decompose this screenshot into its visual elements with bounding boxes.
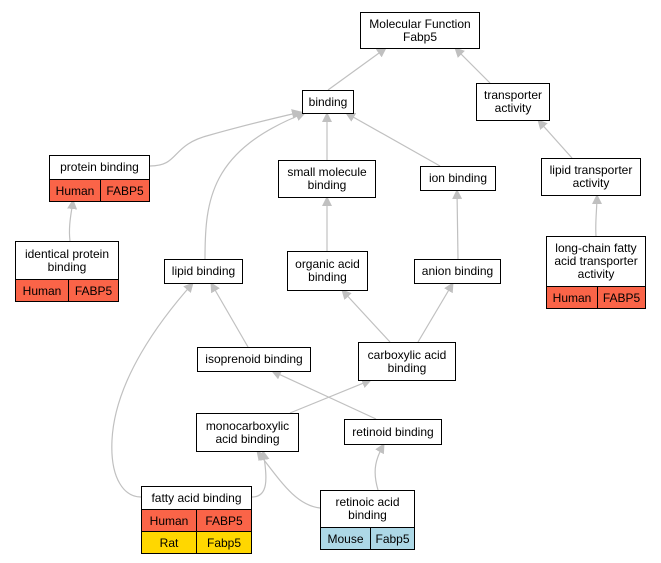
node-label: anion binding xyxy=(421,264,494,278)
node-label: lipid transporter activity xyxy=(549,163,633,190)
edge-transporter-to-mf xyxy=(454,47,491,84)
node-retinoic[interactable]: retinoic acid binding Mouse Fabp5 xyxy=(320,490,415,550)
node-binding[interactable]: binding xyxy=(302,90,354,114)
annotation-row: Human FABP5 xyxy=(547,286,645,308)
node-smallmol[interactable]: small molecule binding xyxy=(278,160,376,198)
node-ion[interactable]: ion binding xyxy=(420,166,496,191)
node-label: small molecule binding xyxy=(287,165,367,192)
node-carboxylic[interactable]: carboxylic acid binding xyxy=(358,342,456,381)
node-lipidtrans[interactable]: lipid transporter activity xyxy=(541,158,641,196)
node-monocarb[interactable]: monocarboxylic acid binding xyxy=(196,413,299,452)
annotation-row: Human FABP5 xyxy=(16,279,118,301)
edge-retinoid-to-isoprenoid xyxy=(271,370,377,420)
edge-carboxylic-to-anion xyxy=(417,282,454,343)
edge-fatty-to-monocarb xyxy=(251,450,270,498)
edge-lipidtrans-to-transporter xyxy=(537,119,573,159)
node-label: identical protein binding xyxy=(24,246,110,274)
node-transporter[interactable]: transporter activity xyxy=(476,83,550,121)
node-label: ion binding xyxy=(428,171,488,185)
annotation-row: Mouse Fabp5 xyxy=(321,527,414,549)
edge-retinoic-to-monocarb xyxy=(256,450,321,509)
node-label: binding xyxy=(308,94,348,109)
annotation-row: Rat Fabp5 xyxy=(142,531,251,553)
node-fatty[interactable]: fatty acid binding Human FABP5 Rat Fabp5 xyxy=(141,486,252,554)
node-label: isoprenoid binding xyxy=(205,352,303,366)
node-protein[interactable]: protein binding Human FABP5 xyxy=(49,155,150,202)
node-longchain[interactable]: long-chain fatty acid transporter activity… xyxy=(546,236,646,309)
species-cell: Human xyxy=(16,280,69,301)
edge-binding-to-mf xyxy=(327,47,387,91)
node-identical[interactable]: identical protein binding Human FABP5 xyxy=(15,241,119,302)
node-label: monocarboxylic acid binding xyxy=(205,418,290,446)
species-cell: Rat xyxy=(142,532,197,553)
gene-cell[interactable]: Fabp5 xyxy=(206,535,242,550)
edge-ion-to-binding xyxy=(345,112,441,167)
species-cell: Mouse xyxy=(321,528,371,549)
node-label: lipid binding xyxy=(171,264,236,278)
gene-cell[interactable]: FABP5 xyxy=(602,290,641,305)
edge-fatty-to-lipid xyxy=(111,282,194,498)
edge-carboxylic-to-organic xyxy=(341,289,391,343)
edge-monocarb-to-carboxylic xyxy=(289,378,372,414)
node-mf[interactable]: Molecular Function Fabp5 xyxy=(360,12,480,49)
gene-cell[interactable]: Fabp5 xyxy=(375,531,410,546)
node-label: protein binding xyxy=(60,160,139,174)
annotation-row: Human FABP5 xyxy=(142,509,251,531)
node-organic[interactable]: organic acid binding xyxy=(287,251,368,291)
species-cell: Human xyxy=(142,510,197,531)
node-label: organic acid binding xyxy=(295,257,360,284)
node-label: retinoic acid binding xyxy=(335,495,400,522)
annotation-row: Human FABP5 xyxy=(50,179,149,201)
node-lipid[interactable]: lipid binding xyxy=(164,259,243,284)
node-label: transporter activity xyxy=(483,88,543,115)
node-label: fatty acid binding xyxy=(151,490,242,505)
edge-identical-to-protein xyxy=(67,199,78,242)
node-label: retinoid binding xyxy=(352,424,434,439)
node-anion[interactable]: anion binding xyxy=(414,259,501,284)
edge-protein-to-binding xyxy=(149,109,302,167)
gene-cell[interactable]: FABP5 xyxy=(205,513,243,528)
species-cell: Human xyxy=(547,287,598,308)
edge-retinoic-to-retinoid xyxy=(374,443,385,491)
edge-isoprenoid-to-lipid xyxy=(210,282,249,348)
node-isoprenoid[interactable]: isoprenoid binding xyxy=(197,347,311,372)
edge-longchain-to-lipidtrans xyxy=(591,194,602,237)
edge-anion-to-ion xyxy=(452,189,463,260)
node-label: carboxylic acid binding xyxy=(367,347,447,375)
edge-lipid-to-binding xyxy=(204,111,306,260)
node-retinoid[interactable]: retinoid binding xyxy=(344,419,442,445)
node-label: Molecular Function Fabp5 xyxy=(369,16,471,44)
gene-cell[interactable]: FABP5 xyxy=(106,183,144,198)
species-cell: Human xyxy=(50,180,101,201)
gene-cell[interactable]: FABP5 xyxy=(74,283,113,298)
node-label: long-chain fatty acid transporter activity xyxy=(554,241,638,281)
